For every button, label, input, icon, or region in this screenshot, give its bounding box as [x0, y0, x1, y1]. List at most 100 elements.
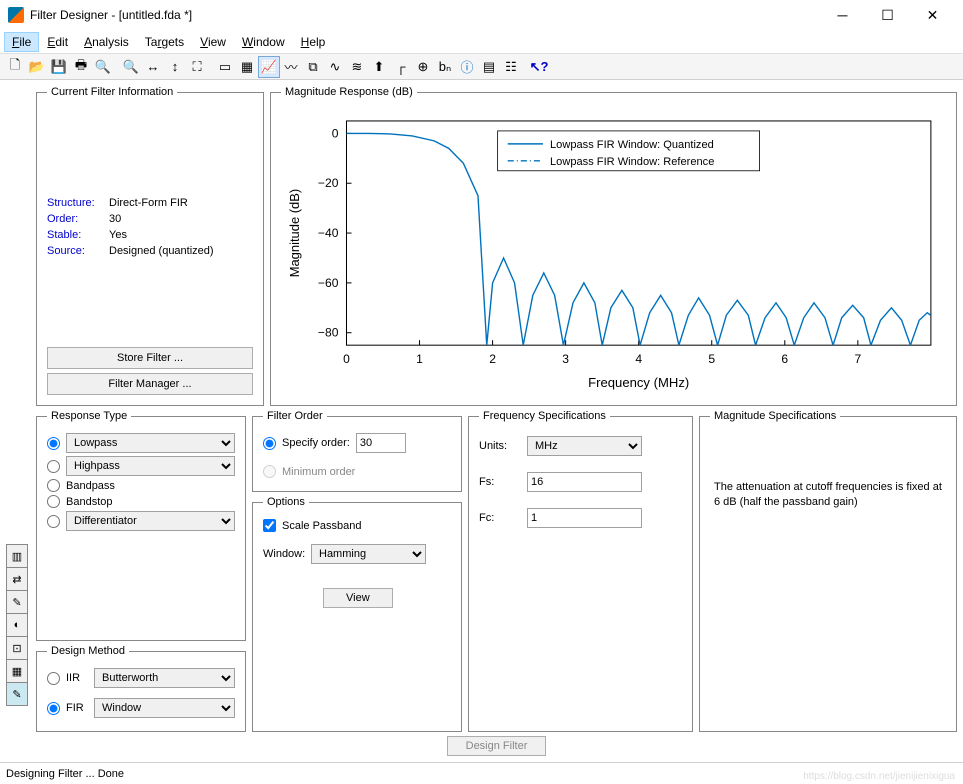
- differentiator-radio[interactable]: [47, 515, 60, 528]
- lowpass-radio[interactable]: [47, 437, 60, 450]
- info-stable-label: Stable:: [47, 229, 109, 241]
- group-delay-icon[interactable]: ∿: [324, 56, 346, 78]
- filter-spec-icon[interactable]: ▭: [214, 56, 236, 78]
- filter-info-panel: Current Filter Information Structure:Dir…: [36, 86, 264, 406]
- impulse-icon[interactable]: ⬆: [368, 56, 390, 78]
- zoom-in-icon[interactable]: 🔍: [120, 56, 142, 78]
- design-method-panel: Design Method IIRButterworth FIRWindow: [36, 645, 246, 732]
- magnitude-icon[interactable]: 📈: [258, 56, 280, 78]
- info-order-label: Order:: [47, 213, 109, 225]
- window-title: Filter Designer - [untitled.fda *]: [30, 8, 820, 22]
- filter-manager-button[interactable]: Filter Manager ...: [47, 373, 253, 395]
- view-button[interactable]: View: [323, 588, 393, 608]
- tab-import-filter[interactable]: ⇄: [6, 567, 28, 591]
- specify-order-input[interactable]: [356, 433, 406, 453]
- zoom-x-icon[interactable]: ↔: [142, 56, 164, 78]
- magnitude-spec-panel: Magnitude Specifications The attenuation…: [699, 410, 957, 732]
- svg-text:Magnitude (dB): Magnitude (dB): [287, 189, 302, 278]
- open-icon[interactable]: 📂: [26, 56, 48, 78]
- info-source-value: Designed (quantized): [109, 245, 214, 257]
- menu-window[interactable]: Window: [234, 32, 293, 52]
- menu-targets[interactable]: Targets: [137, 32, 192, 52]
- design-filter-button[interactable]: Design Filter: [447, 736, 547, 756]
- minimum-order-radio: [263, 465, 276, 478]
- save-icon[interactable]: 💾: [48, 56, 70, 78]
- options-panel: Options Scale Passband Window:Hamming Vi…: [252, 496, 462, 732]
- scale-passband-checkbox[interactable]: [263, 519, 276, 532]
- menu-file[interactable]: File: [4, 32, 39, 52]
- iir-radio[interactable]: [47, 672, 60, 685]
- help-icon[interactable]: ↖?: [528, 56, 550, 78]
- svg-text:4: 4: [635, 352, 642, 366]
- print-preview-icon[interactable]: 🔍: [92, 56, 114, 78]
- units-label: Units:: [479, 440, 519, 452]
- left-tab-strip: ▥ ⇄ ✎ ◐ ⊡ ▦ ✎: [6, 86, 30, 756]
- step-icon[interactable]: ┌: [390, 56, 412, 78]
- iir-select[interactable]: Butterworth: [94, 668, 235, 688]
- magnitude-chart: 0−20−40−60−8001234567Frequency (MHz)Magn…: [281, 106, 946, 395]
- frequency-spec-panel: Frequency Specifications Units:MHz Fs: F…: [468, 410, 693, 732]
- tab-set-quantization[interactable]: ✎: [6, 682, 28, 706]
- magnitude-response-panel: Magnitude Response (dB) 0−20−40−60−80012…: [270, 86, 957, 406]
- tab-transform[interactable]: ◐: [6, 613, 28, 637]
- svg-text:−40: −40: [318, 226, 339, 240]
- zoom-y-icon[interactable]: ↕: [164, 56, 186, 78]
- print-icon[interactable]: 🖶: [70, 56, 92, 78]
- info-structure-value: Direct-Form FIR: [109, 197, 188, 209]
- store-filter-button[interactable]: Store Filter ...: [47, 347, 253, 369]
- menu-analysis[interactable]: Analysis: [76, 32, 137, 52]
- window-select[interactable]: Hamming: [311, 544, 426, 564]
- zoom-fit-icon[interactable]: ⛶: [186, 56, 208, 78]
- magnitude-spec-note: The attenuation at cutoff frequencies is…: [710, 430, 946, 511]
- bandstop-radio[interactable]: [47, 495, 60, 508]
- response-type-panel: Response Type Lowpass Highpass Bandpass …: [36, 410, 246, 641]
- maximize-button[interactable]: ☐: [865, 1, 910, 29]
- mag-phase-icon[interactable]: ⧉: [302, 56, 324, 78]
- svg-text:Frequency (MHz): Frequency (MHz): [588, 375, 689, 390]
- menu-view[interactable]: View: [192, 32, 234, 52]
- close-button[interactable]: ✕: [910, 1, 955, 29]
- menu-help[interactable]: Help: [293, 32, 334, 52]
- menu-edit[interactable]: Edit: [39, 32, 76, 52]
- phase-delay-icon[interactable]: ≋: [346, 56, 368, 78]
- tab-design-filter[interactable]: ▥: [6, 544, 28, 568]
- info-source-label: Source:: [47, 245, 109, 257]
- bandpass-radio[interactable]: [47, 479, 60, 492]
- info-structure-label: Structure:: [47, 197, 109, 209]
- full-view-icon[interactable]: ▦: [236, 56, 258, 78]
- filter-info-legend: Current Filter Information: [47, 86, 177, 98]
- lowpass-select[interactable]: Lowpass: [66, 433, 235, 453]
- fir-label: FIR: [66, 702, 88, 714]
- highpass-radio[interactable]: [47, 460, 60, 473]
- tab-realize[interactable]: ▦: [6, 659, 28, 683]
- frequency-spec-legend: Frequency Specifications: [479, 410, 610, 422]
- fs-input[interactable]: [527, 472, 642, 492]
- info-icon[interactable]: ⓘ: [456, 56, 478, 78]
- specify-order-radio[interactable]: [263, 437, 276, 450]
- highpass-select[interactable]: Highpass: [66, 456, 235, 476]
- mag-est-icon[interactable]: ▤: [478, 56, 500, 78]
- svg-text:3: 3: [562, 352, 569, 366]
- window-label: Window:: [263, 548, 303, 560]
- magnitude-response-legend: Magnitude Response (dB): [281, 86, 417, 98]
- phase-icon[interactable]: 〰: [280, 56, 302, 78]
- filter-order-panel: Filter Order Specify order: Minimum orde…: [252, 410, 462, 492]
- tab-multirate[interactable]: ✎: [6, 590, 28, 614]
- new-icon[interactable]: 🗋: [4, 56, 26, 78]
- coeffs-icon[interactable]: bₙ: [434, 56, 456, 78]
- options-legend: Options: [263, 496, 309, 508]
- svg-text:0: 0: [332, 126, 339, 140]
- svg-text:Lowpass FIR Window: Reference: Lowpass FIR Window: Reference: [550, 156, 714, 168]
- menubar: File Edit Analysis Targets View Window H…: [0, 30, 963, 54]
- differentiator-select[interactable]: Differentiator: [66, 511, 235, 531]
- round-off-icon[interactable]: ☷: [500, 56, 522, 78]
- fc-input[interactable]: [527, 508, 642, 528]
- fir-select[interactable]: Window: [94, 698, 235, 718]
- pole-zero-icon[interactable]: ⊕: [412, 56, 434, 78]
- tab-quantize[interactable]: ⊡: [6, 636, 28, 660]
- svg-text:−80: −80: [318, 326, 339, 340]
- fir-radio[interactable]: [47, 702, 60, 715]
- svg-text:−20: −20: [318, 176, 339, 190]
- minimize-button[interactable]: ─: [820, 1, 865, 29]
- units-select[interactable]: MHz: [527, 436, 642, 456]
